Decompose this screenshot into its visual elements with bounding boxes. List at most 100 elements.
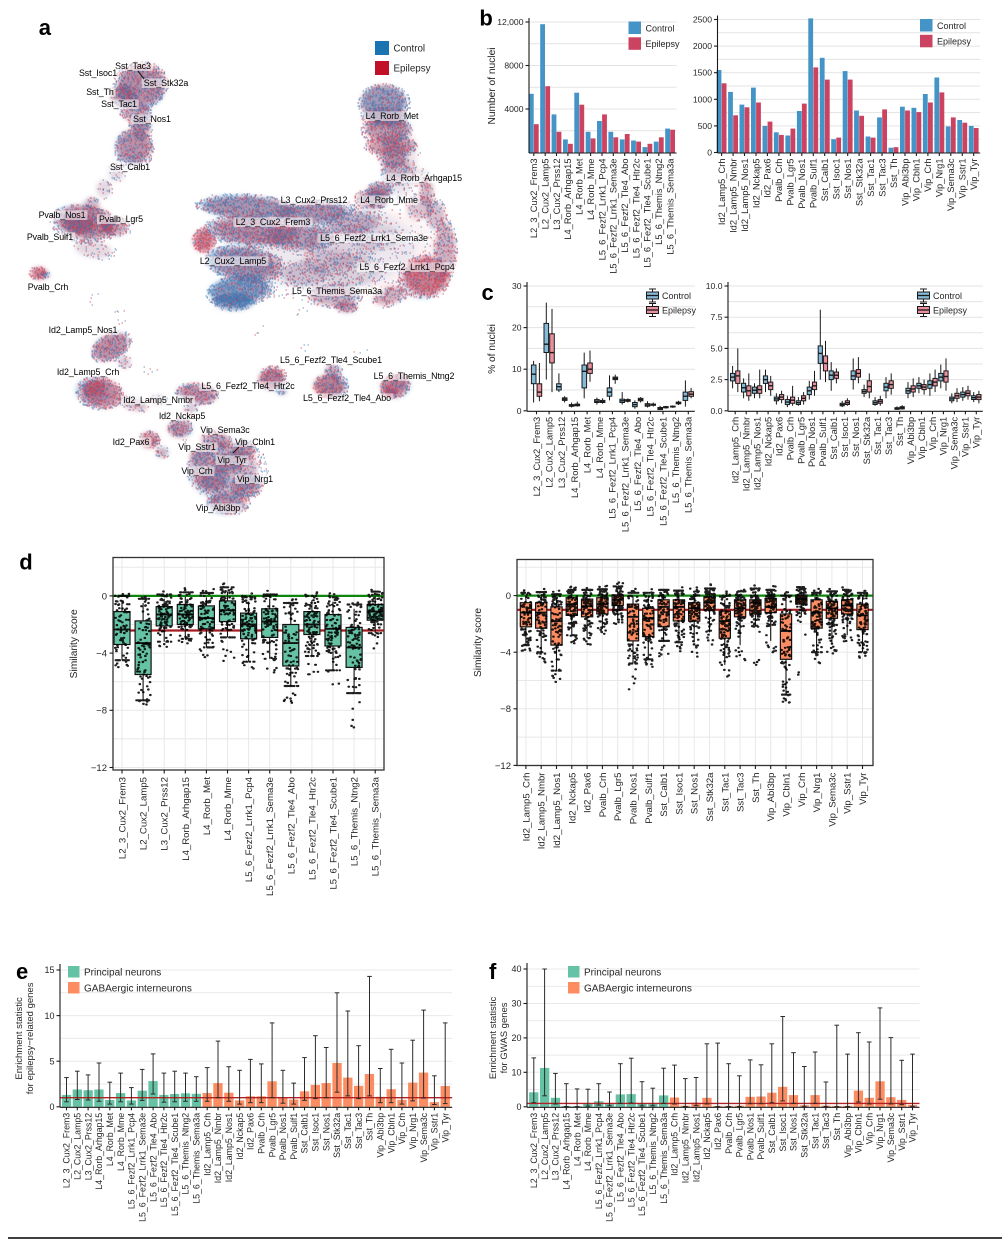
svg-text:Id2_Lamp5_Nmbr: Id2_Lamp5_Nmbr (681, 1113, 691, 1183)
svg-text:Enrichment statistic: Enrichment statistic (14, 997, 25, 1080)
svg-text:Epilepsy: Epilepsy (933, 306, 968, 316)
svg-text:4000: 4000 (504, 104, 523, 114)
svg-text:L3_Cux2_Prss12: L3_Cux2_Prss12 (83, 1113, 93, 1181)
svg-text:L2_3_Cux2_Frem3: L2_3_Cux2_Frem3 (118, 777, 129, 859)
svg-text:Sst_Stk32a: Sst_Stk32a (144, 78, 189, 88)
svg-text:L5_6_Themis_Sema3a: L5_6_Themis_Sema3a (192, 1113, 202, 1204)
svg-text:−4: −4 (500, 648, 511, 659)
svg-text:Id2_Lamp5_Nos1: Id2_Lamp5_Nos1 (752, 417, 762, 490)
svg-text:L3_Cux2_Prss12: L3_Cux2_Prss12 (551, 1113, 561, 1181)
svg-text:L5_6_Fezf2_Tle4_Abo: L5_6_Fezf2_Tle4_Abo (620, 159, 630, 253)
svg-text:L4_Rorb_Met: L4_Rorb_Met (105, 1112, 115, 1166)
svg-text:Vip_Sstr1: Vip_Sstr1 (958, 159, 968, 199)
svg-text:Vip_Sema3c: Vip_Sema3c (419, 1112, 429, 1162)
svg-text:Sst_Tac1: Sst_Tac1 (873, 417, 883, 455)
svg-text:Vip_Sema3c: Vip_Sema3c (946, 158, 956, 211)
svg-text:L2_Cux2_Lamp5: L2_Cux2_Lamp5 (139, 777, 150, 850)
svg-text:Sst_Tac1: Sst_Tac1 (810, 1113, 820, 1149)
svg-text:L5_6_Fezf2_Lrrk1_Sema3e: L5_6_Fezf2_Lrrk1_Sema3e (620, 417, 630, 532)
svg-text:Sst_Stk32a: Sst_Stk32a (862, 416, 872, 464)
svg-text:L5_6_Themis_Sema3a: L5_6_Themis_Sema3a (292, 286, 382, 296)
svg-text:L5_6_Themis_Sema3a: L5_6_Themis_Sema3a (659, 1113, 669, 1204)
svg-text:Sst_Tac1: Sst_Tac1 (866, 159, 876, 197)
svg-text:L4_Rorb_Met: L4_Rorb_Met (202, 777, 213, 835)
svg-text:Sst_Th: Sst_Th (365, 1113, 375, 1141)
svg-text:Vip_Abi3bp: Vip_Abi3bp (843, 1113, 853, 1158)
svg-text:L4_Rorb_Arhgap15: L4_Rorb_Arhgap15 (386, 173, 462, 183)
svg-text:L4_Rorb_Met: L4_Rorb_Met (572, 1112, 582, 1166)
svg-text:5: 5 (49, 1056, 54, 1066)
svg-text:L5_6_Themis_Ntng2: L5_6_Themis_Ntng2 (648, 1113, 658, 1195)
svg-text:12,000: 12,000 (497, 17, 524, 27)
svg-text:Sst_Tac3: Sst_Tac3 (115, 61, 151, 71)
svg-text:30: 30 (511, 999, 521, 1009)
svg-text:L4_Rorb_Mme: L4_Rorb_Mme (360, 195, 418, 205)
svg-text:GABAergic interneurons: GABAergic interneurons (584, 984, 692, 995)
svg-text:Sst_Stk32a: Sst_Stk32a (800, 1113, 810, 1158)
svg-text:L5_6_Fezf2_Tle4_Htr2c: L5_6_Fezf2_Tle4_Htr2c (631, 158, 641, 258)
svg-text:Sst_Nos1: Sst_Nos1 (789, 1113, 799, 1151)
svg-text:Vip_Sstr1: Vip_Sstr1 (178, 442, 216, 452)
svg-text:L3_Cux2_Prss12: L3_Cux2_Prss12 (160, 777, 171, 851)
svg-text:Control: Control (646, 23, 675, 33)
svg-text:L5_6_Themis_Sema3a: L5_6_Themis_Sema3a (371, 776, 382, 876)
svg-text:L5_6_Themis_Ntng2: L5_6_Themis_Ntng2 (654, 159, 664, 245)
svg-text:Id2_Pax6: Id2_Pax6 (113, 437, 150, 447)
svg-text:−12: −12 (91, 763, 107, 774)
svg-text:Id2_Nckap5: Id2_Nckap5 (159, 411, 206, 421)
svg-text:Vip_Abi3bp: Vip_Abi3bp (376, 1113, 386, 1158)
svg-text:Pvalb_Lgr5: Pvalb_Lgr5 (613, 773, 624, 822)
svg-text:L5_6_Fezf2_Tle4_Abo: L5_6_Fezf2_Tle4_Abo (286, 777, 297, 874)
svg-text:Vip_Crh: Vip_Crh (923, 159, 933, 192)
svg-text:−8: −8 (500, 704, 511, 715)
svg-text:Sst_Th: Sst_Th (751, 773, 762, 803)
svg-text:Vip_Sstr1: Vip_Sstr1 (843, 773, 854, 814)
svg-text:L2_Cux2_Lamp5: L2_Cux2_Lamp5 (544, 417, 554, 488)
svg-text:2000: 2000 (693, 41, 712, 51)
svg-text:Id2_Lamp5_Nos1: Id2_Lamp5_Nos1 (49, 325, 118, 335)
svg-text:L5_6_Fezf2_Lrrk1_Sema3e: L5_6_Fezf2_Lrrk1_Sema3e (320, 233, 428, 243)
svg-text:L4_Rorb_Met: L4_Rorb_Met (575, 158, 585, 215)
svg-text:Pvalb_Sulf1: Pvalb_Sulf1 (809, 159, 819, 209)
svg-text:Pvalb_Crh: Pvalb_Crh (28, 282, 69, 292)
svg-text:L5_6_Fezf2_Tle4_Htr2c: L5_6_Fezf2_Tle4_Htr2c (159, 1112, 169, 1207)
svg-text:0: 0 (516, 1102, 521, 1112)
svg-text:Pvalb_Sulf1: Pvalb_Sulf1 (756, 1113, 766, 1160)
svg-text:Pvalb_Sulf1: Pvalb_Sulf1 (289, 1113, 299, 1160)
svg-text:2500: 2500 (693, 15, 712, 25)
svg-text:Vip_Crh: Vip_Crh (928, 417, 938, 450)
svg-text:L5_6_Themis_Sema3a: L5_6_Themis_Sema3a (665, 158, 675, 255)
svg-text:10: 10 (44, 1011, 54, 1021)
svg-text:Sst_Stk32a: Sst_Stk32a (332, 1113, 342, 1158)
svg-text:Sst_Tac1: Sst_Tac1 (343, 1113, 353, 1149)
svg-text:Vip_Sema3c: Vip_Sema3c (200, 425, 250, 435)
svg-text:L5_6_Themis_Ntng2: L5_6_Themis_Ntng2 (181, 1113, 191, 1195)
svg-text:Vip_Cbln1: Vip_Cbln1 (782, 773, 793, 817)
svg-text:Sst_Tac3: Sst_Tac3 (877, 159, 887, 197)
svg-text:L2_Cux2_Lamp5: L2_Cux2_Lamp5 (73, 1113, 83, 1180)
svg-text:Pvalb_Sulf1: Pvalb_Sulf1 (644, 773, 655, 824)
svg-text:L5_6_Themis_Sema3a: L5_6_Themis_Sema3a (684, 416, 694, 513)
svg-text:L2_3_Cux2_Frem3: L2_3_Cux2_Frem3 (532, 417, 542, 497)
svg-text:L5_6_Fezf2_Lrrk1_Pcp4: L5_6_Fezf2_Lrrk1_Pcp4 (594, 1113, 604, 1209)
svg-text:L4_Rorb_Mme: L4_Rorb_Mme (586, 159, 596, 221)
svg-text:L5_6_Fezf2_Tle4_Scube1: L5_6_Fezf2_Tle4_Scube1 (280, 355, 382, 365)
svg-text:1000: 1000 (693, 94, 712, 104)
svg-text:Vip_Cbln1: Vip_Cbln1 (912, 159, 922, 202)
svg-text:L5_6_Fezf2_Lrrk1_Sema3e: L5_6_Fezf2_Lrrk1_Sema3e (609, 159, 619, 274)
svg-text:Id2_Lamp5_Nmbr: Id2_Lamp5_Nmbr (728, 159, 738, 233)
svg-text:Sst_Stk32a: Sst_Stk32a (705, 772, 716, 822)
svg-text:Vip_Tyr: Vip_Tyr (908, 1113, 918, 1143)
svg-text:Id2_Lamp5_Crh: Id2_Lamp5_Crh (731, 417, 741, 484)
svg-text:e: e (16, 959, 28, 984)
svg-text:Vip_Sstr1: Vip_Sstr1 (430, 1113, 440, 1151)
svg-text:2.5: 2.5 (711, 375, 723, 385)
svg-text:L4_Rorb_Mme: L4_Rorb_Mme (223, 777, 234, 840)
svg-text:Pvalb_Crh: Pvalb_Crh (724, 1113, 734, 1154)
svg-text:Vip_Sema3c: Vip_Sema3c (950, 416, 960, 469)
svg-text:L5_6_Fezf2_Tle4_Abo: L5_6_Fezf2_Tle4_Abo (148, 1113, 158, 1202)
svg-text:Pvalb_Lgr5: Pvalb_Lgr5 (267, 1113, 277, 1158)
svg-text:Pvalb_Crh: Pvalb_Crh (257, 1113, 267, 1154)
svg-text:0: 0 (506, 591, 511, 602)
svg-text:Pvalb_Lgr5: Pvalb_Lgr5 (735, 1113, 745, 1158)
